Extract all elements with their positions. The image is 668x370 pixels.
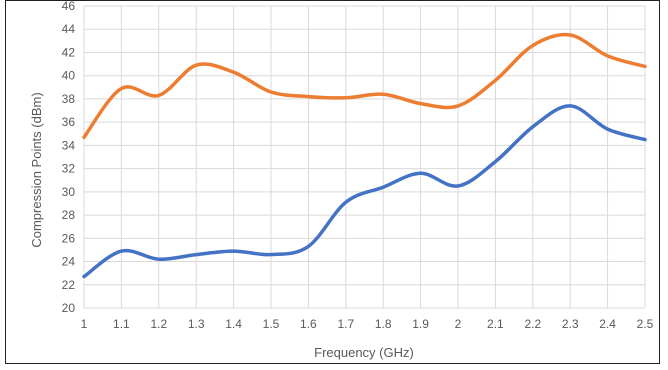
y-tick-labels: 20 22 24 26 28 30 32 34 36 38 40 42 44 46 [62,0,76,315]
gridlines [83,5,646,309]
series-lines [82,32,647,279]
chart-frame [5,0,660,364]
y-axis-label: Compression Points (dBm) [29,92,44,247]
series-line-2 [82,104,647,279]
x-tick-label: 1.9 [412,317,429,331]
y-tick-label: 46 [62,0,76,13]
y-tick-label: 22 [62,278,76,292]
x-tick-label: 2 [455,317,462,331]
x-tick-label: 1.1 [113,317,130,331]
y-tick-label: 44 [62,22,76,36]
y-tick-label: 36 [62,115,76,129]
x-tick-labels: 1 1.1 1.2 1.3 1.4 1.5 1.6 1.7 1.8 1.9 2 2.1 2.2 2.3 2.… [81,317,654,331]
x-tick-label: 1.7 [337,317,354,331]
y-tick-label: 42 [62,45,76,59]
x-tick-label: 1.6 [300,317,317,331]
x-tick-label: 2.4 [599,317,616,331]
x-tick-label: 1.3 [188,317,205,331]
y-tick-label: 40 [62,69,76,83]
y-tick-label: 20 [62,301,76,315]
y-tick-label: 32 [62,162,76,176]
y-tick-label: 30 [62,185,76,199]
x-tick-label: 2.3 [562,317,579,331]
x-tick-label: 1 [81,317,88,331]
x-tick-label: 1.8 [375,317,392,331]
x-tick-label: 2.5 [637,317,654,331]
y-tick-label: 26 [62,231,76,245]
y-tick-label: 24 [62,255,76,269]
y-tick-label: 28 [62,208,76,222]
x-tick-label: 1.5 [263,317,280,331]
y-tick-label: 38 [62,92,76,106]
x-tick-label: 1.4 [225,317,242,331]
x-axis-label: Frequency (GHz) [314,345,414,360]
x-tick-label: 2.2 [524,317,541,331]
series-line-1 [82,32,647,140]
y-tick-label: 34 [62,138,76,152]
x-tick-label: 1.2 [150,317,167,331]
x-tick-label: 2.1 [487,317,504,331]
